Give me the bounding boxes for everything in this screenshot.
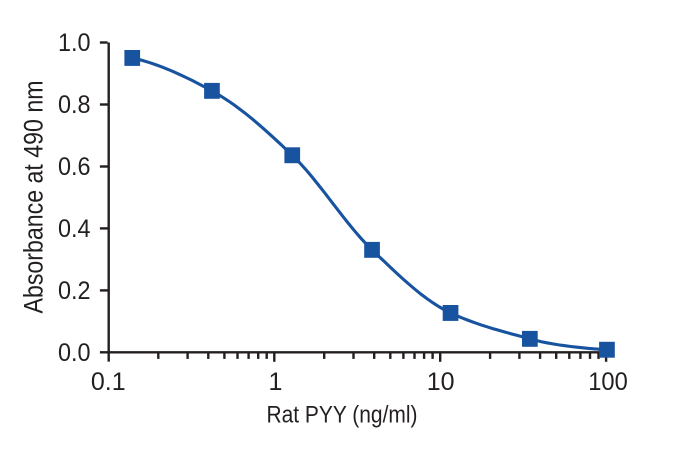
svg-text:0.8: 0.8 <box>58 91 91 119</box>
svg-text:0.2: 0.2 <box>58 277 91 305</box>
svg-text:1.0: 1.0 <box>58 29 91 57</box>
svg-text:0.1: 0.1 <box>91 368 126 396</box>
svg-text:Absorbance at 490 nm: Absorbance at 490 nm <box>19 81 49 314</box>
svg-text:0.4: 0.4 <box>58 215 91 243</box>
svg-text:0.0: 0.0 <box>58 339 91 367</box>
svg-text:100: 100 <box>588 368 628 396</box>
svg-text:Rat PYY (ng/ml): Rat PYY (ng/ml) <box>267 401 418 428</box>
svg-text:1: 1 <box>269 368 283 396</box>
svg-text:10: 10 <box>427 368 455 396</box>
svg-text:0.6: 0.6 <box>58 153 91 181</box>
